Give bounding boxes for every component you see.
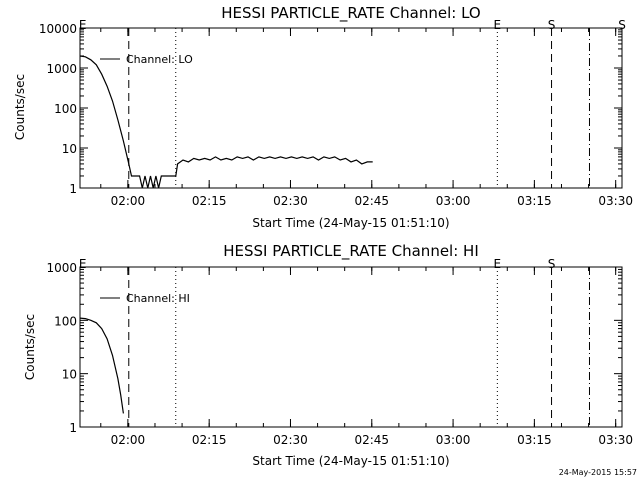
panel-title: HESSI PARTICLE_RATE Channel: LO <box>221 4 480 23</box>
event-marker-label: S <box>548 257 556 271</box>
y-axis-label: Counts/sec <box>13 74 27 140</box>
x-tick-label: 03:00 <box>436 433 471 447</box>
series-line <box>79 55 373 189</box>
y-tick-label: 1 <box>69 421 77 435</box>
event-marker-label: S <box>548 18 556 32</box>
x-tick-label: 03:00 <box>436 194 471 208</box>
y-tick-label: 1 <box>69 182 77 196</box>
event-marker-label: E <box>494 257 502 271</box>
y-tick-label: 10000 <box>39 22 77 36</box>
x-axis-label: Start Time (24-May-15 01:51:10) <box>252 216 449 230</box>
panel-hi: HESSI PARTICLE_RATE Channel: HI Start Ti… <box>23 242 633 468</box>
x-tick-label: 02:30 <box>273 433 308 447</box>
y-tick-label: 100 <box>54 102 77 116</box>
x-tick-label: 03:15 <box>517 194 552 208</box>
x-tick-label: 02:15 <box>192 433 227 447</box>
x-tick-label: 02:45 <box>354 433 389 447</box>
x-tick-label: 02:45 <box>354 194 389 208</box>
y-tick-label: 10 <box>62 142 77 156</box>
x-tick-label: 02:00 <box>111 433 146 447</box>
y-tick-label: 1000 <box>46 62 77 76</box>
series-line <box>79 317 124 414</box>
legend-label: Channel: HI <box>126 292 190 305</box>
event-marker-label: E <box>79 257 87 271</box>
x-tick-label: 03:30 <box>598 433 633 447</box>
plot-frame <box>79 266 623 428</box>
y-tick-label: 1000 <box>46 261 77 275</box>
event-marker-label: E <box>79 18 87 32</box>
x-tick-label: 03:30 <box>598 194 633 208</box>
y-axis-label: Counts/sec <box>23 314 37 380</box>
event-marker-label: S <box>618 18 626 32</box>
panel-lo: HESSI PARTICLE_RATE Channel: LO Start Ti… <box>13 4 633 230</box>
x-tick-label: 02:30 <box>273 194 308 208</box>
legend-label: Channel: LO <box>126 53 193 66</box>
panel-title: HESSI PARTICLE_RATE Channel: HI <box>223 242 479 261</box>
x-axis-label: Start Time (24-May-15 01:51:10) <box>252 454 449 468</box>
x-tick-label: 02:15 <box>192 194 227 208</box>
plot-timestamp: 24-May-2015 15:57 <box>559 468 637 477</box>
plot-frame <box>79 27 623 189</box>
y-tick-label: 100 <box>54 314 77 328</box>
event-marker-label: E <box>494 18 502 32</box>
y-tick-label: 10 <box>62 368 77 382</box>
x-tick-label: 03:15 <box>517 433 552 447</box>
x-tick-label: 02:00 <box>111 194 146 208</box>
